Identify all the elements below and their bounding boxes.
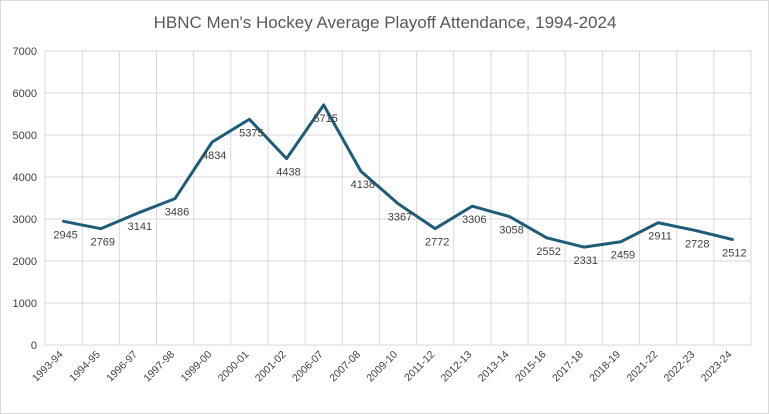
data-point	[323, 104, 325, 106]
data-label: 2772	[425, 237, 449, 249]
data-label: 2552	[536, 246, 560, 258]
data-label: 2911	[648, 231, 672, 243]
data-label: 5375	[239, 127, 263, 139]
data-label: 3486	[165, 207, 189, 219]
x-tick-label: 2006-07	[290, 349, 326, 385]
x-tick-label: 2021-22	[624, 349, 660, 385]
data-label: 3058	[499, 225, 523, 237]
x-tick-label: 2018-19	[587, 349, 623, 385]
x-tick-label: 2007-08	[327, 349, 363, 385]
x-tick-label: 2011-12	[402, 349, 437, 384]
x-tick-label: 2012-13	[439, 349, 475, 385]
y-tick-label: 5000	[13, 130, 37, 142]
data-label: 2512	[722, 247, 746, 259]
data-point	[583, 246, 585, 248]
data-point	[620, 241, 622, 243]
y-tick-label: 4000	[13, 172, 37, 184]
x-tick-label: 2013-14	[476, 349, 512, 385]
data-point	[434, 228, 436, 230]
data-point	[63, 220, 65, 222]
x-tick-label: 2001-02	[253, 349, 289, 385]
data-label: 4138	[351, 179, 375, 191]
data-point	[137, 212, 139, 214]
data-point	[248, 118, 250, 120]
data-label: 2769	[90, 237, 114, 249]
data-label: 2331	[574, 255, 598, 267]
data-label: 3367	[388, 212, 412, 224]
data-point	[286, 158, 288, 160]
data-label: 4438	[276, 167, 300, 179]
data-label: 2945	[53, 229, 77, 241]
data-point	[731, 238, 733, 240]
x-tick-label: 2023-24	[699, 349, 735, 385]
data-point	[397, 203, 399, 205]
x-tick-label: 1994-95	[67, 349, 103, 385]
gridlines	[44, 50, 752, 346]
data-labels: 2945 2769 3141 3486 4834 5375 4438 5715 4138 3367…	[53, 113, 746, 267]
y-tick-label: 6000	[13, 88, 37, 100]
y-tick-label: 7000	[13, 46, 37, 58]
data-point	[508, 216, 510, 218]
x-tick-label: 2017-18	[550, 349, 586, 385]
x-tick-label: 2009-10	[364, 349, 400, 385]
data-point	[471, 205, 473, 207]
data-point	[211, 141, 213, 143]
x-tick-label: 1993-94	[30, 349, 66, 385]
y-tick-label: 1000	[13, 298, 37, 310]
data-point	[657, 222, 659, 224]
x-tick-label: 1996-97	[104, 349, 140, 385]
x-tick-label: 2015-16	[513, 349, 549, 385]
data-label: 4834	[202, 150, 226, 162]
x-tick-label: 2000-01	[216, 349, 252, 385]
y-tick-label: 0	[31, 340, 37, 352]
y-axis-ticks: 0 1000 2000 3000 4000 5000 6000 7000	[13, 46, 37, 352]
x-axis-ticks: 1993-94 1994-95 1996-97 1997-98 1999-00 2000-…	[30, 349, 735, 385]
x-tick-label: 1999-00	[179, 349, 215, 385]
data-label: 3141	[128, 221, 152, 233]
data-point	[360, 170, 362, 172]
data-label: 2459	[611, 250, 635, 262]
series-line	[62, 103, 734, 249]
series-layer	[62, 103, 734, 249]
x-tick-label: 2022-23	[662, 349, 698, 385]
y-tick-label: 2000	[13, 256, 37, 268]
chart-title: HBNC Men's Hockey Average Playoff Attend…	[154, 13, 617, 32]
data-point	[100, 228, 102, 230]
data-label: 2728	[685, 238, 709, 250]
data-label: 5715	[313, 113, 337, 125]
x-tick-label: 1997-98	[141, 349, 177, 385]
data-point	[546, 237, 548, 239]
y-tick-label: 3000	[13, 214, 37, 226]
data-point	[174, 198, 176, 200]
data-label: 3306	[462, 214, 486, 226]
data-point	[694, 229, 696, 231]
